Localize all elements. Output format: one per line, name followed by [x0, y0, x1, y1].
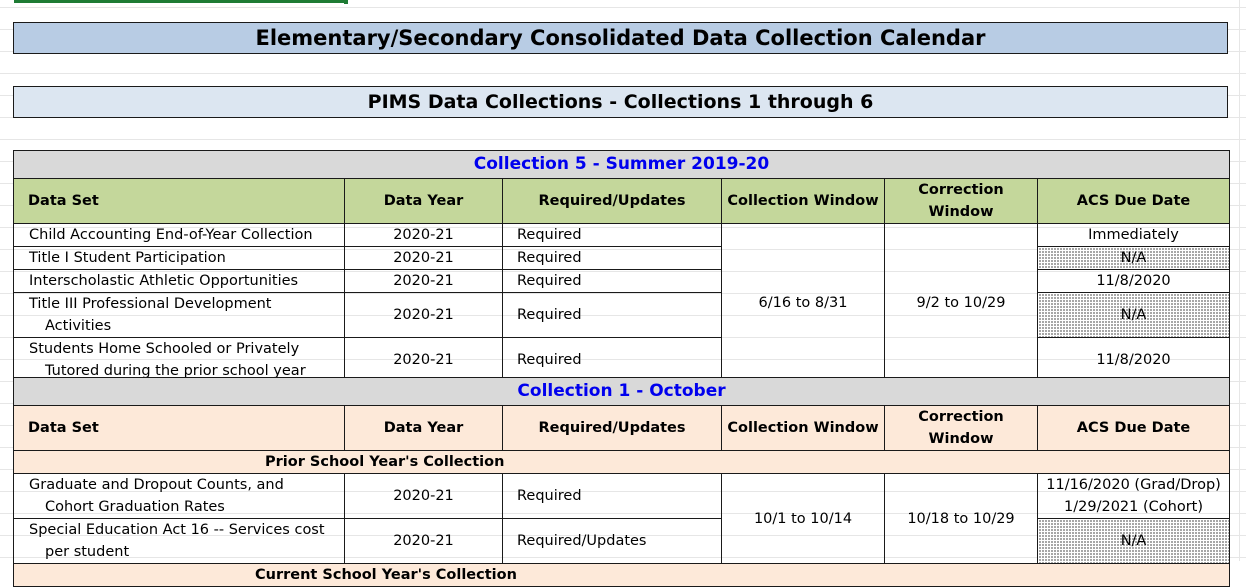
data-set-cell[interactable]: Graduate and Dropout Counts, and Cohort …: [13, 473, 345, 519]
header-required-updates[interactable]: Required/Updates: [502, 405, 722, 451]
correction-window-cell[interactable]: 10/18 to 10/29: [884, 473, 1038, 564]
header-collection-window[interactable]: Collection Window: [721, 178, 885, 224]
table-row: Title III Professional Development Activ…: [13, 292, 1230, 338]
data-set-cell[interactable]: Special Education Act 16 -- Services cos…: [13, 518, 345, 564]
header-data-year[interactable]: Data Year: [344, 405, 503, 451]
header-correction-window[interactable]: Correction Window: [884, 405, 1038, 451]
collection-title[interactable]: Collection 1 - October: [12, 377, 1231, 406]
required-cell[interactable]: Required/Updates: [502, 518, 722, 564]
acs-due-date-cell[interactable]: N/A: [1036, 518, 1231, 564]
collection-window-cell[interactable]: 10/1 to 10/14: [721, 473, 885, 564]
header-acs-due-date[interactable]: ACS Due Date: [1037, 178, 1230, 224]
header-required-updates[interactable]: Required/Updates: [502, 178, 722, 224]
data-year-cell[interactable]: 2020-21: [344, 518, 503, 564]
section-current-year[interactable]: Current School Year's Collection: [12, 563, 1231, 587]
required-cell[interactable]: Required: [502, 223, 722, 247]
page-title[interactable]: Elementary/Secondary Consolidated Data C…: [13, 22, 1228, 54]
table-row: Interscholastic Athletic Opportunities 2…: [13, 269, 1230, 293]
grid-column-line: [1239, 0, 1240, 561]
table-row: Graduate and Dropout Counts, and Cohort …: [13, 473, 1231, 564]
header-acs-due-date[interactable]: ACS Due Date: [1036, 405, 1231, 451]
data-year-cell[interactable]: 2020-21: [344, 269, 503, 293]
correction-window-cell[interactable]: 9/2 to 10/29: [884, 223, 1038, 383]
acs-due-date-cell[interactable]: 11/16/2020 (Grad/Drop) 1/29/2021 (Cohort…: [1036, 473, 1231, 519]
header-data-set[interactable]: Data Set: [13, 405, 345, 451]
required-cell[interactable]: Required: [502, 337, 722, 383]
required-cell[interactable]: Required: [502, 292, 722, 338]
required-cell[interactable]: Required: [502, 269, 722, 293]
selection-fill-handle[interactable]: [344, 0, 348, 4]
collection-window-cell[interactable]: 6/16 to 8/31: [721, 223, 885, 383]
data-set-cell[interactable]: Title I Student Participation: [13, 246, 345, 270]
header-collection-window[interactable]: Collection Window: [721, 405, 885, 451]
required-cell[interactable]: Required: [502, 246, 722, 270]
data-set-cell[interactable]: Interscholastic Athletic Opportunities: [13, 269, 345, 293]
acs-due-date-cell[interactable]: Immediately: [1037, 223, 1230, 247]
acs-due-date-cell[interactable]: N/A: [1037, 246, 1230, 270]
collection-1-table: Collection 1 - October Data Set Data Yea…: [12, 377, 1231, 587]
data-set-cell[interactable]: Students Home Schooled or Privately Tuto…: [13, 337, 345, 383]
header-correction-window[interactable]: Correction Window: [884, 178, 1038, 224]
table-row: Students Home Schooled or Privately Tuto…: [13, 337, 1230, 383]
table-row: Title I Student Participation 2020-21 Re…: [13, 246, 1230, 270]
data-year-cell[interactable]: 2020-21: [344, 473, 503, 519]
data-year-cell[interactable]: 2020-21: [344, 292, 503, 338]
header-data-set[interactable]: Data Set: [13, 178, 345, 224]
acs-due-date-cell[interactable]: N/A: [1037, 292, 1230, 338]
data-year-cell[interactable]: 2020-21: [344, 246, 503, 270]
header-data-year[interactable]: Data Year: [344, 178, 503, 224]
acs-due-date-cell[interactable]: 11/8/2020: [1037, 337, 1230, 383]
required-cell[interactable]: Required: [502, 473, 722, 519]
collection-title[interactable]: Collection 5 - Summer 2019-20: [13, 150, 1230, 179]
table-row: Special Education Act 16 -- Services cos…: [13, 518, 1231, 564]
data-set-cell[interactable]: Title III Professional Development Activ…: [13, 292, 345, 338]
cell-selection-border: [14, 0, 348, 3]
data-set-cell[interactable]: Child Accounting End-of-Year Collection: [13, 223, 345, 247]
collection-5-table: Collection 5 - Summer 2019-20 Data Set D…: [13, 150, 1230, 383]
acs-due-date-cell[interactable]: 11/8/2020: [1037, 269, 1230, 293]
page-subtitle[interactable]: PIMS Data Collections - Collections 1 th…: [13, 86, 1228, 118]
section-prior-year[interactable]: Prior School Year's Collection: [12, 450, 1231, 474]
data-year-cell[interactable]: 2020-21: [344, 337, 503, 383]
table-row: Child Accounting End-of-Year Collection …: [13, 223, 1230, 383]
data-year-cell[interactable]: 2020-21: [344, 223, 503, 247]
